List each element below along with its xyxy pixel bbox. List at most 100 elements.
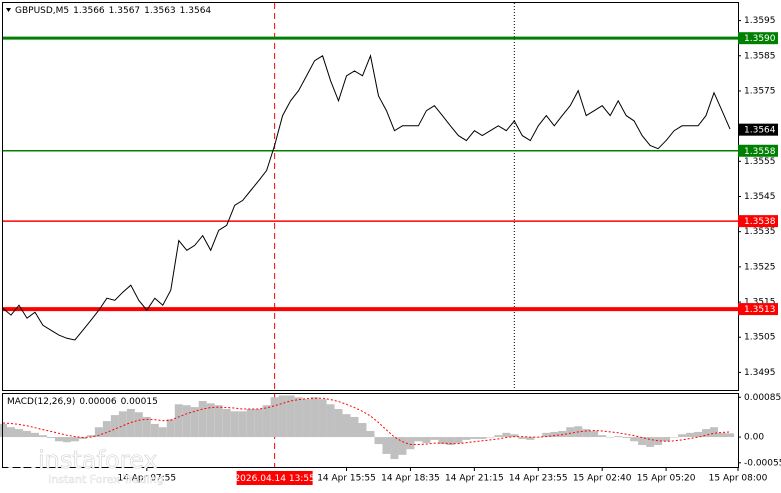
y-tick-label: 1.3595 <box>744 16 776 26</box>
macd-bar <box>310 397 319 438</box>
last-price-box <box>738 123 778 136</box>
macd-bar <box>726 433 735 438</box>
macd-bar <box>62 437 71 443</box>
macd-bar <box>374 437 383 445</box>
y-tick-label: 1.3585 <box>744 51 776 61</box>
ohlc-value: 1.3567 <box>109 6 141 16</box>
x-tick-label: 14 Apr 07:55 <box>117 474 176 484</box>
macd-bar <box>358 423 367 438</box>
macd-bar <box>566 427 575 438</box>
logo-name: instaforex <box>38 446 158 474</box>
logo: instaforex Instant Forex Trading <box>8 446 164 486</box>
macd-bar <box>278 395 287 438</box>
x-tick-label: 15 Apr 08:00 <box>709 474 768 484</box>
crosshair-label: 2026.04.14 13:55 <box>234 474 314 484</box>
macd-bar <box>718 432 727 438</box>
macd-bar <box>262 405 271 438</box>
macd-reading: 0.00006 <box>79 397 116 407</box>
signal-line <box>2 397 731 445</box>
y-tick-label: 1.3525 <box>744 262 776 272</box>
macd-reading: 0.00015 <box>121 397 158 407</box>
macd-bar <box>174 404 183 438</box>
macd-bar <box>694 431 703 438</box>
macd-bar <box>558 430 567 438</box>
macd-bar <box>606 437 615 438</box>
ohlc-value: 1.3564 <box>180 6 212 16</box>
macd-bar <box>598 435 607 438</box>
crosshair-label-box <box>236 471 313 485</box>
macd-bar <box>518 437 527 439</box>
macd-bar <box>510 434 519 438</box>
macd-bar <box>318 399 327 438</box>
macd-bar <box>0 423 7 438</box>
logo-tagline: Instant Forex Trading <box>48 473 164 486</box>
macd-bar <box>166 419 175 438</box>
price-line <box>2 54 731 341</box>
macd-bar <box>150 423 159 438</box>
level-label-box <box>738 144 778 157</box>
macd-bar <box>582 429 591 438</box>
macd-bar <box>654 437 663 446</box>
macd-bar <box>198 401 207 438</box>
macd-bar <box>142 416 151 438</box>
level-label: 1.3538 <box>744 217 776 227</box>
macd-bar <box>502 432 511 438</box>
level-label: 1.3558 <box>744 147 776 157</box>
y-tick-label: 1.3535 <box>744 227 776 237</box>
macd-bar <box>678 434 687 438</box>
macd-bar <box>206 403 215 438</box>
macd-bar <box>462 437 471 440</box>
macd-bar <box>702 429 711 438</box>
macd-bar <box>38 435 47 438</box>
macd-bar <box>326 404 335 438</box>
macd-bar <box>406 437 415 450</box>
logo-icon <box>8 450 36 478</box>
macd-panel: MACD(12,26,9) 0.00006 0.00015 <box>0 395 741 464</box>
macd-bar <box>22 430 31 438</box>
price-panel: GBPUSD,M5 1.3566 1.3567 1.3563 1.3564 <box>2 3 741 467</box>
macd-bar <box>366 430 375 438</box>
macd-bar <box>70 437 79 442</box>
macd-bar <box>246 408 255 438</box>
macd-bar <box>430 437 439 440</box>
macd-frame <box>2 393 739 468</box>
macd-bar <box>302 399 311 438</box>
ohlc-value: 1.3566 <box>73 6 105 16</box>
macd-bar <box>110 415 119 438</box>
macd-bar <box>230 411 239 438</box>
header: GBPUSD,M5 1.3566 1.3567 1.3563 1.3564 <box>15 6 211 16</box>
macd-title: MACD(12,26,9) 0.00006 0.00015 <box>7 397 158 407</box>
macd-bar <box>550 431 559 438</box>
macd-bar <box>390 437 399 460</box>
x-tick-label: 14 Apr 15:55 <box>317 474 376 484</box>
macd-bar <box>126 408 135 438</box>
macd-bar <box>134 412 143 438</box>
symbol: GBPUSD,M5 <box>15 6 69 16</box>
y-tick-label: 1.3505 <box>744 333 776 343</box>
macd-bar <box>118 411 127 438</box>
last-price-label: 1.3564 <box>744 126 776 136</box>
macd-bar <box>382 437 391 454</box>
macd-bar <box>102 421 111 438</box>
macd-bar <box>86 435 95 438</box>
macd-bar <box>662 437 671 442</box>
macd-bar <box>470 437 479 439</box>
macd-bar <box>6 427 15 438</box>
macd-bar <box>542 432 551 438</box>
macd-bar <box>30 432 39 438</box>
macd-bar <box>614 436 623 438</box>
macd-bar <box>182 405 191 438</box>
y-tick-label: 1.3495 <box>744 368 776 378</box>
level-label-box <box>738 215 778 228</box>
y-tick-label: 1.3515 <box>744 298 776 308</box>
macd-bar <box>414 437 423 442</box>
y-tick-label: -0.00055 <box>744 458 781 468</box>
macd-bar <box>94 427 103 438</box>
macd-bar <box>710 427 719 438</box>
macd-bar <box>486 437 495 438</box>
ohlc-value: 1.3563 <box>144 6 176 16</box>
x-tick-label: 14 Apr 21:15 <box>445 474 504 484</box>
y-tick-label: 1.3575 <box>744 86 776 96</box>
level-label: 1.3513 <box>744 305 776 315</box>
